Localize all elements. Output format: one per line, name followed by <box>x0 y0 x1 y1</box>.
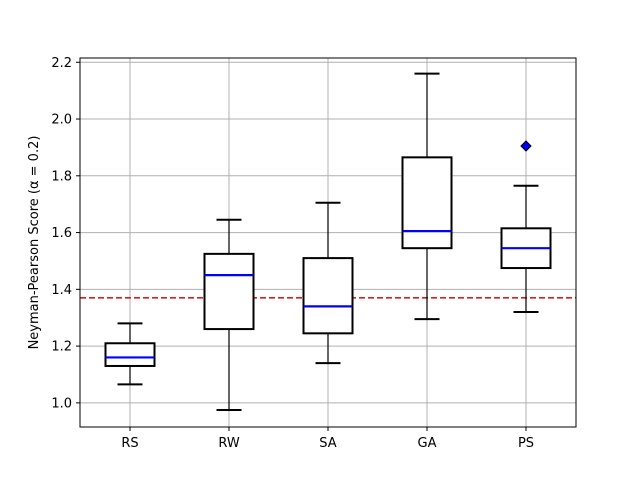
box-body <box>302 257 354 335</box>
box-rs <box>104 322 156 386</box>
x-tick-label: GA <box>418 436 437 451</box>
box-rw <box>203 218 255 411</box>
box-body <box>401 156 453 250</box>
x-tick-label: PS <box>518 436 534 451</box>
outlier-point <box>520 140 532 152</box>
axes-layer: 1.0 1.2 1.4 1.6 1.8 2.0 2.2 RS RW SA GA PS <box>51 56 534 451</box>
y-tick-label: 1.6 <box>51 226 72 241</box>
box-ga <box>401 72 453 321</box>
box-ps <box>500 140 552 314</box>
x-tick-label: SA <box>319 436 336 451</box>
box-body <box>104 342 156 367</box>
y-tick-label: 1.4 <box>51 283 72 298</box>
y-tick-label: 2.2 <box>51 56 72 71</box>
y-tick-label: 1.8 <box>51 169 72 184</box>
y-axis-label: Neyman-Pearson Score (α = 0.2) <box>27 136 42 350</box>
x-tick-label: RW <box>218 436 240 451</box>
y-tick-label: 1.0 <box>51 396 72 411</box>
y-tick-label: 1.2 <box>51 340 72 355</box>
boxes-layer <box>104 72 552 411</box>
box-sa <box>302 201 354 365</box>
y-tick-label: 2.0 <box>51 113 72 128</box>
x-tick-label: RS <box>121 436 138 451</box>
box-body <box>203 252 255 331</box>
